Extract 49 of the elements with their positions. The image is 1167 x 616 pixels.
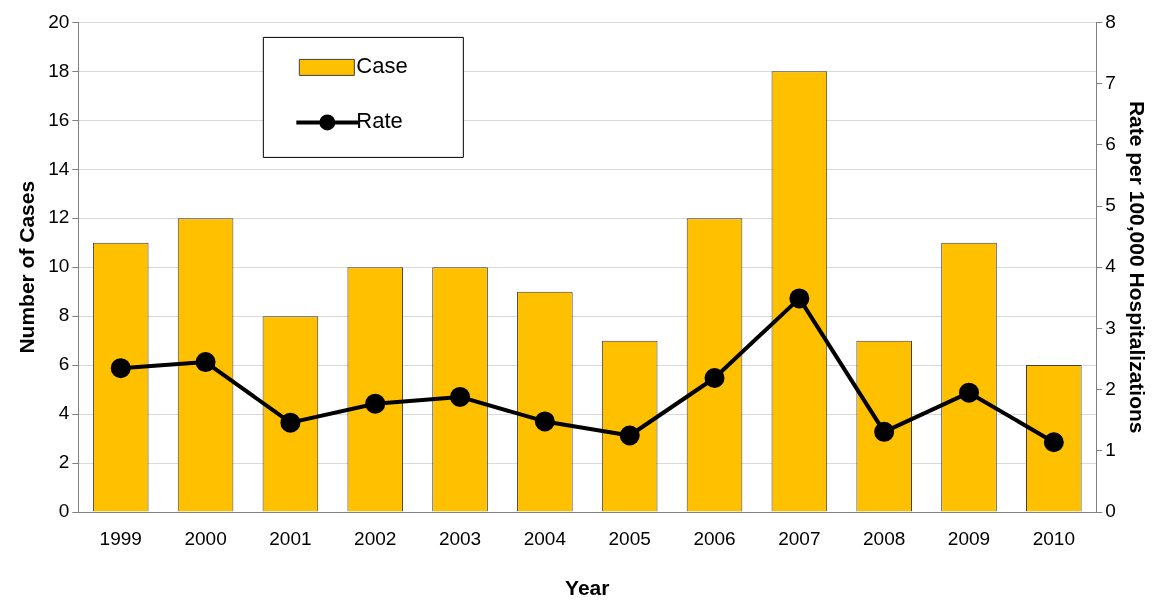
y-tick-label: 8	[58, 304, 70, 326]
point	[874, 421, 895, 442]
x-tick-label: 2003	[438, 527, 482, 549]
y2-tick-label: 1	[1105, 439, 1116, 461]
y2-axis-title: Rate per 100,000 Hospitalizations	[1125, 100, 1149, 434]
legend-label: Rate	[356, 108, 403, 134]
y2-tick-label: 0	[1105, 500, 1116, 522]
y-tick-label: 2	[58, 451, 70, 473]
legend-label: Case	[356, 53, 408, 79]
y2-tick-label: 5	[1105, 194, 1116, 216]
y-tick-label: 14	[48, 157, 70, 179]
point	[619, 425, 640, 446]
point	[1043, 432, 1064, 453]
x-tick-label: 2007	[778, 527, 821, 549]
y2-tick-label: 3	[1105, 316, 1116, 338]
point	[365, 393, 386, 414]
x-tick-label: 2009	[947, 527, 991, 549]
point	[534, 411, 555, 432]
point	[959, 382, 979, 403]
y2-tick-label: 8	[1105, 10, 1116, 32]
x-tick-label: 2008	[863, 527, 906, 549]
y-tick-label: 18	[48, 59, 70, 81]
x-tick-label: 2000	[184, 527, 227, 549]
point	[704, 367, 725, 388]
y-tick-label: 12	[48, 206, 70, 228]
x-axis-title: Year	[565, 576, 610, 600]
y2-tick-label: 4	[1105, 255, 1117, 277]
y2-tick-label: 6	[1105, 133, 1116, 155]
y-tick-label: 16	[48, 108, 70, 130]
y-tick-label: 20	[48, 10, 70, 32]
y-axis-title: Number of Cases	[15, 180, 39, 354]
x-tick-label: 2001	[269, 527, 312, 549]
point	[789, 288, 810, 309]
x-tick-label: 2006	[693, 527, 736, 549]
x-tick-label: 2004	[523, 527, 567, 549]
y2-tick-label: 2	[1105, 377, 1116, 399]
point	[110, 358, 131, 379]
x-tick-label: 1999	[99, 527, 142, 549]
point	[195, 352, 216, 373]
y2-tick-label: 7	[1105, 71, 1116, 93]
y-tick-label: 6	[58, 353, 70, 375]
y-tick-label: 4	[58, 402, 70, 424]
x-tick-label: 2005	[608, 527, 651, 549]
x-tick-label: 2002	[354, 527, 397, 549]
point	[450, 386, 471, 407]
y-tick-label: 0	[58, 500, 70, 522]
x-tick-label: 2010	[1032, 527, 1075, 549]
point	[280, 412, 301, 433]
y-tick-label: 10	[48, 255, 70, 277]
